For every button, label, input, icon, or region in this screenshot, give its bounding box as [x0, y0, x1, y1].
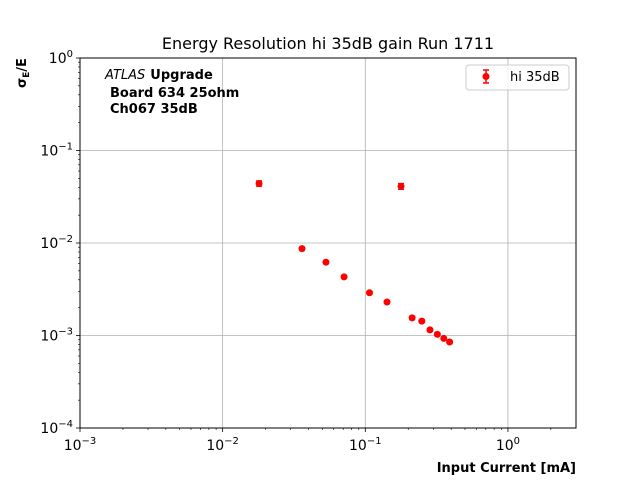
data-point [255, 179, 263, 187]
y-tick-label: 10−1 [40, 142, 73, 160]
y-axis-label: σE/E [15, 58, 32, 88]
y-axis-label-rest: /E [15, 58, 30, 72]
y-tick-label-base: 10 [40, 329, 58, 345]
y-tick-label-base: 10 [40, 421, 58, 437]
chart-title: Energy Resolution hi 35dB gain Run 1711 [162, 34, 494, 53]
data-point [426, 326, 434, 334]
data-point [408, 314, 416, 322]
x-tick-labels: 10−3 10−2 10−1 100 [64, 436, 520, 454]
data-point [433, 330, 441, 338]
x-tick-label: 100 [496, 436, 520, 454]
atlas-label: ATLAS Upgrade [104, 68, 213, 83]
grid [80, 58, 576, 428]
data-point [365, 289, 373, 297]
legend-box [465, 64, 570, 91]
x-tick-label-base: 10 [496, 438, 514, 454]
x-tick-label-exponent: −1 [367, 436, 382, 447]
data-point [418, 317, 426, 325]
atlas-annotation: ATLAS Upgrade Board 634 25ohm Ch067 35dB [104, 68, 239, 117]
y-tick-label-base: 10 [49, 51, 67, 67]
y-tick-label: 10−2 [40, 234, 73, 252]
data-point [340, 273, 348, 281]
data-point [383, 298, 391, 306]
data-point [440, 334, 448, 342]
legend: hi 35dB [465, 64, 570, 91]
atlas-tag: Upgrade [150, 68, 213, 83]
y-tick-label-exponent: −2 [58, 234, 73, 245]
legend-label: hi 35dB [510, 70, 560, 85]
x-axis-label: Input Current [mA] [437, 461, 576, 476]
y-tick-label: 10−3 [40, 327, 73, 345]
y-tick-label-base: 10 [40, 144, 58, 160]
x-tick-label: 10−1 [349, 436, 382, 454]
y-tick-label-exponent: −1 [58, 142, 73, 153]
x-tick-label-exponent: −2 [224, 436, 239, 447]
y-tick-label-base: 10 [40, 236, 58, 252]
y-tick-label: 10−4 [40, 419, 73, 437]
y-axis-label-subscript: E [22, 72, 32, 78]
data-points [255, 179, 454, 346]
data-point [322, 258, 330, 266]
x-tick-label-exponent: −3 [82, 436, 97, 447]
data-point [446, 338, 454, 346]
legend-marker [482, 73, 490, 80]
y-tick-label-exponent: −3 [58, 327, 73, 338]
x-tick-label: 10−3 [64, 436, 97, 454]
data-point [298, 245, 306, 253]
atlas-experiment: ATLAS [104, 68, 145, 83]
data-point [397, 182, 405, 190]
x-tick-label: 10−2 [206, 436, 239, 454]
y-tick-label-exponent: 0 [67, 49, 73, 60]
x-tick-label-base: 10 [349, 438, 367, 454]
x-tick-label-exponent: 0 [514, 436, 520, 447]
x-tick-label-base: 10 [64, 438, 82, 454]
x-tick-label-base: 10 [206, 438, 224, 454]
board-label: Board 634 25ohm [110, 86, 239, 101]
y-tick-label: 100 [49, 49, 73, 67]
channel-label: Ch067 35dB [110, 102, 198, 117]
major-ticks [76, 57, 509, 432]
y-tick-label-exponent: −4 [58, 419, 73, 430]
